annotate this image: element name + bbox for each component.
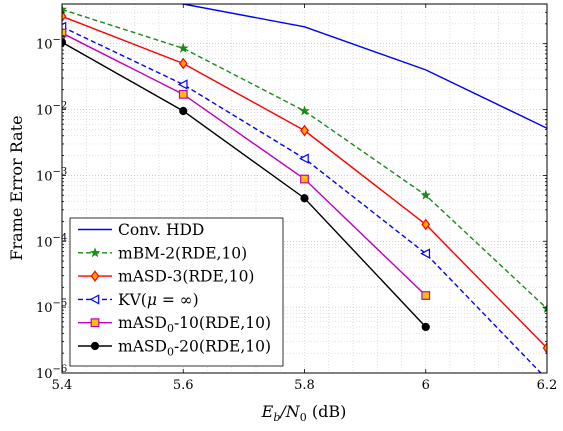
legend-label: mASD-3(RDE,10) [118, 268, 254, 286]
data-point [177, 79, 188, 90]
series-2 [62, 4, 547, 314]
y-tick-label: 10−3 [36, 166, 67, 184]
series-line [62, 41, 427, 328]
data-point [300, 194, 309, 203]
y-tick-label: 10−6 [36, 364, 67, 382]
series-4 [62, 21, 542, 373]
series-1 [177, 4, 547, 129]
data-point [178, 42, 189, 53]
series-3 [62, 10, 547, 354]
data-point [420, 248, 431, 259]
axis-ticks [61, 3, 548, 374]
y-tick-labels: 10−6 10−5 10−4 10−3 10−2 10−1 [36, 35, 67, 382]
series-line [177, 4, 547, 129]
legend-entry: mASD-3(RDE,10) [78, 268, 254, 286]
data-point [421, 322, 430, 332]
legend-label: mBM-2(RDE,10) [118, 244, 247, 262]
x-tick-labels: 5.4 5.6 5.8 6 6.2 [52, 378, 558, 393]
legend-swatch-marker [90, 270, 100, 282]
x-tick-label: 6.2 [537, 378, 558, 393]
y-tick-label: 10−2 [36, 101, 67, 119]
legend-entry: Conv. HDD [78, 221, 204, 239]
data-point [299, 105, 310, 116]
legend-label: Conv. HDD [118, 221, 204, 239]
data-point [299, 153, 309, 164]
x-axis-label: Eb/N0 (dB) [261, 402, 347, 424]
x-tick-label: 6 [422, 378, 430, 393]
legend-swatch-marker [89, 294, 100, 305]
legend-box [69, 217, 284, 367]
y-tick-label: 10−5 [36, 298, 67, 316]
legend-swatch-marker [89, 247, 101, 258]
data-point [421, 291, 431, 300]
data-point [300, 124, 309, 137]
legend-label: KV(μ = ∞) [118, 291, 199, 309]
legend-entry: mASD0-20(RDE,10) [78, 338, 271, 359]
data-point [178, 57, 188, 70]
series-line [62, 8, 547, 310]
y-tick-label: 10−1 [36, 35, 67, 53]
y-tick-label: 10−4 [36, 232, 67, 250]
data-point [542, 342, 547, 354]
x-tick-label: 5.4 [52, 378, 73, 393]
legend-entry: KV(μ = ∞) [78, 291, 199, 309]
legend-entry: mBM-2(RDE,10) [78, 244, 247, 262]
legend-swatch-marker [90, 341, 100, 351]
y-axis-label: Frame Error Rate [7, 115, 26, 260]
legend-swatch-marker [90, 318, 100, 328]
data-point [300, 174, 309, 184]
data-point [62, 4, 68, 14]
data-point [62, 10, 67, 23]
x-tick-label: 5.6 [173, 378, 194, 393]
data-point [178, 89, 188, 99]
data-point [421, 218, 431, 231]
legend-label: mASD0-10(RDE,10) [118, 314, 271, 335]
legend-label: mASD0-20(RDE,10) [118, 338, 271, 359]
legend: Conv. HDD mBM-2(RDE,10) mASD-3(RDE,10) KV(μ… [69, 217, 284, 367]
data-point [420, 189, 431, 200]
legend-entry: mASD0-10(RDE,10) [78, 314, 271, 335]
data-point [179, 106, 188, 116]
series-line [62, 32, 427, 297]
series-layer [62, 4, 547, 373]
x-tick-label: 5.8 [294, 378, 315, 393]
